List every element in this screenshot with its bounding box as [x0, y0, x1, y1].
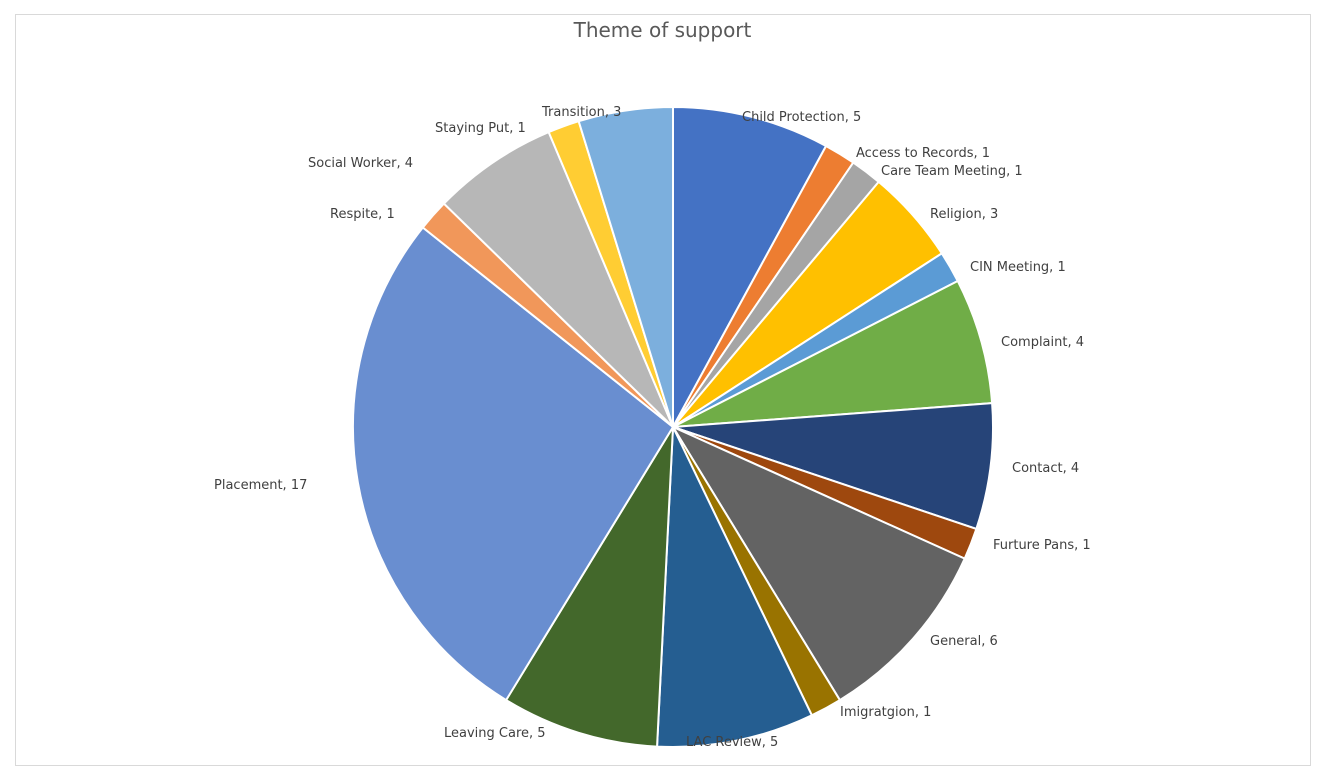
pie-slice-placement[interactable]: [352, 226, 675, 702]
data-label-lac-review: LAC Review, 5: [686, 735, 778, 750]
chart-title: Theme of support: [573, 18, 752, 42]
pie-slice-child-protection[interactable]: [672, 105, 828, 428]
pie-slice-general[interactable]: [670, 424, 967, 702]
data-label-social-worker: Social Worker, 4: [308, 156, 413, 171]
pie-slice-social-worker[interactable]: [442, 130, 674, 428]
data-label-child-protection: Child Protection, 5: [742, 110, 861, 125]
data-label-leaving-care: Leaving Care, 5: [444, 726, 546, 741]
data-label-furture-pans: Furture Pans, 1: [993, 538, 1091, 553]
data-label-cin-meeting: CIN Meeting, 1: [970, 260, 1066, 275]
data-label-access-to-records: Access to Records, 1: [856, 146, 990, 161]
data-label-staying-put: Staying Put, 1: [435, 121, 526, 136]
pie-slice-complaint[interactable]: [672, 279, 994, 428]
pie-slices: [352, 105, 994, 748]
data-label-religion: Religion, 3: [930, 207, 998, 222]
pie-slice-leaving-care[interactable]: [504, 426, 674, 748]
pie-data-labels: Child Protection, 5 Access to Records, 1 C…: [214, 105, 1091, 750]
data-label-placement: Placement, 17: [214, 478, 307, 493]
pie-slice-transition[interactable]: [577, 105, 674, 428]
data-label-imigratgion: Imigratgion, 1: [840, 705, 931, 720]
pie-slice-contact[interactable]: [672, 402, 994, 531]
data-label-respite: Respite, 1: [330, 207, 395, 222]
data-label-general: General, 6: [930, 634, 998, 649]
pie-slice-lac-review[interactable]: [656, 426, 814, 748]
data-label-complaint: Complaint, 4: [1001, 335, 1084, 350]
data-label-transition: Transition, 3: [541, 105, 621, 120]
data-label-care-team-meeting: Care Team Meeting, 1: [881, 164, 1023, 179]
data-label-contact: Contact, 4: [1012, 461, 1079, 476]
